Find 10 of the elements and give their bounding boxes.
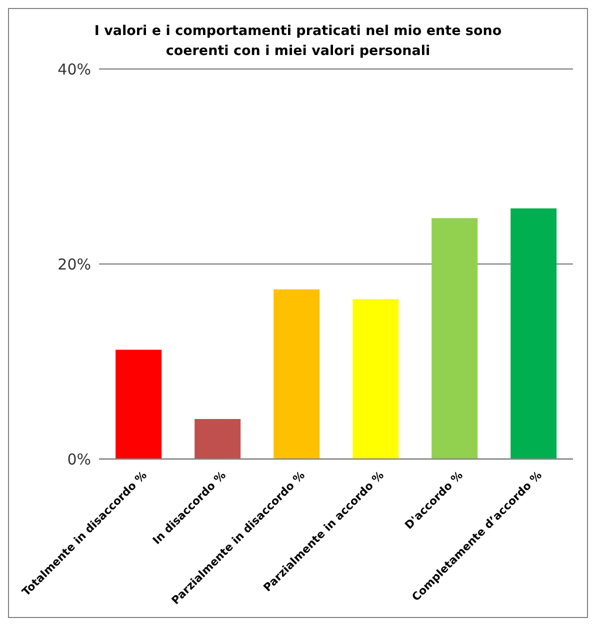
bar: [194, 419, 241, 459]
bar: [274, 289, 320, 459]
bar: [116, 350, 162, 459]
y-tick-label: 20%: [58, 255, 91, 274]
bar: [432, 218, 478, 459]
y-tick-label: 40%: [58, 60, 91, 78]
bar: [510, 208, 557, 459]
y-tick-label: 0%: [67, 450, 91, 468]
bar: [352, 299, 399, 459]
chart-title: I valori e i comportamenti praticati nel mio ente sono coerenti con i miei valori personali: [93, 22, 503, 61]
